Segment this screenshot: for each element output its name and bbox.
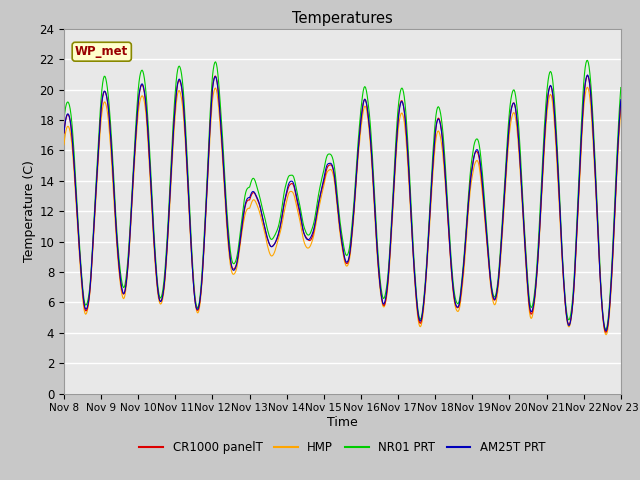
- Legend: CR1000 panelT, HMP, NR01 PRT, AM25T PRT: CR1000 panelT, HMP, NR01 PRT, AM25T PRT: [135, 436, 550, 459]
- Text: WP_met: WP_met: [75, 45, 129, 58]
- AM25T PRT: [566, 322, 573, 327]
- NR01 PRT: [60, 117, 68, 123]
- Line: CR1000 panelT: CR1000 panelT: [64, 76, 621, 332]
- Y-axis label: Temperature (C): Temperature (C): [24, 160, 36, 262]
- CR1000 panelT: [602, 329, 610, 335]
- AM25T PRT: [584, 72, 591, 78]
- AM25T PRT: [182, 146, 190, 152]
- NR01 PRT: [182, 135, 190, 141]
- NR01 PRT: [566, 316, 573, 322]
- HMP: [206, 131, 214, 136]
- CR1000 panelT: [443, 198, 451, 204]
- AM25T PRT: [388, 218, 396, 224]
- CR1000 panelT: [584, 73, 591, 79]
- CR1000 panelT: [182, 147, 190, 153]
- Line: AM25T PRT: AM25T PRT: [64, 75, 621, 331]
- CR1000 panelT: [334, 205, 342, 211]
- CR1000 panelT: [617, 99, 625, 105]
- HMP: [566, 323, 573, 328]
- CR1000 panelT: [388, 218, 396, 224]
- Title: Temperatures: Temperatures: [292, 11, 393, 26]
- AM25T PRT: [602, 328, 610, 334]
- Line: NR01 PRT: NR01 PRT: [64, 60, 621, 329]
- NR01 PRT: [388, 211, 396, 217]
- HMP: [602, 332, 610, 337]
- NR01 PRT: [443, 186, 451, 192]
- HMP: [334, 211, 342, 216]
- HMP: [443, 202, 451, 208]
- NR01 PRT: [617, 84, 625, 90]
- CR1000 panelT: [566, 321, 573, 326]
- AM25T PRT: [443, 196, 451, 202]
- HMP: [60, 142, 68, 148]
- AM25T PRT: [617, 97, 625, 103]
- CR1000 panelT: [60, 130, 68, 136]
- AM25T PRT: [60, 130, 68, 135]
- X-axis label: Time: Time: [327, 416, 358, 429]
- HMP: [388, 226, 396, 231]
- NR01 PRT: [584, 58, 591, 63]
- AM25T PRT: [206, 121, 214, 127]
- AM25T PRT: [334, 205, 342, 211]
- NR01 PRT: [206, 110, 214, 116]
- Line: HMP: HMP: [64, 87, 621, 335]
- HMP: [584, 84, 591, 90]
- HMP: [617, 107, 625, 113]
- NR01 PRT: [334, 197, 342, 203]
- CR1000 panelT: [206, 120, 214, 126]
- NR01 PRT: [602, 326, 610, 332]
- HMP: [182, 155, 190, 160]
